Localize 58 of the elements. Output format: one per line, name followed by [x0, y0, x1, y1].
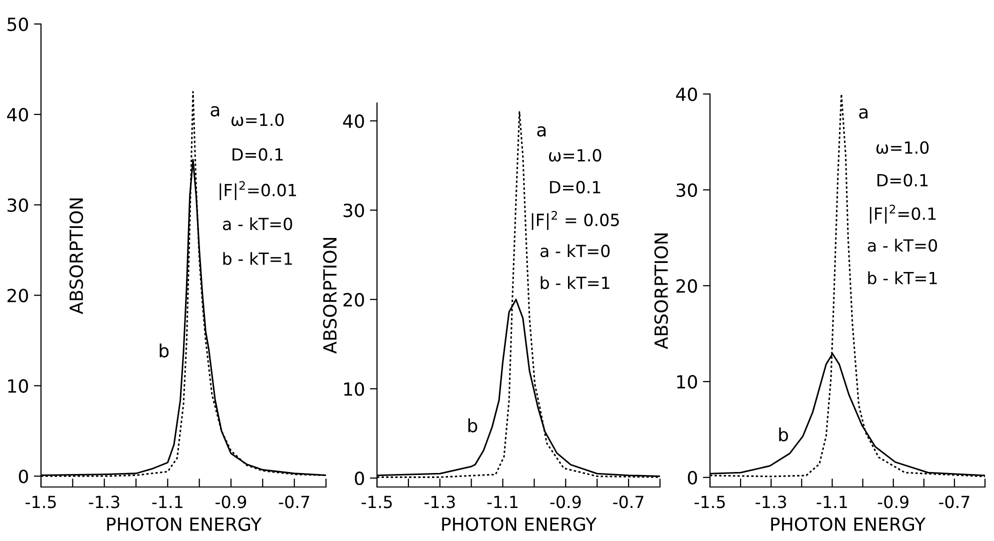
x-axis-title: PHOTON ENERGY — [771, 517, 926, 531]
y-tick-label: 30 — [8, 198, 28, 212]
x-tick-label: -0.9 — [878, 496, 908, 508]
annotation: ω=1.0 — [548, 148, 602, 162]
annotation: b - kT=1 — [868, 271, 937, 284]
y-axis-title: ABSORPTION — [654, 233, 668, 350]
x-tick-label: -1.3 — [424, 496, 455, 508]
y-tick-label: 0 — [354, 472, 364, 486]
y-tick-label: 0 — [688, 470, 697, 485]
annotation: a - kT=0 — [222, 217, 292, 230]
x-tick-label: -1.1 — [152, 496, 182, 508]
x-axis-title: PHOTON ENERGY — [107, 517, 262, 531]
y-axis-title: ABSORPTION — [69, 198, 84, 314]
x-tick-label: -0.7 — [939, 496, 970, 508]
y-tick-label: 30 — [344, 204, 364, 218]
y-tick-label: 40 — [676, 87, 697, 102]
y-tick-label: 20 — [8, 288, 28, 302]
x-tick-label: -1.5 — [26, 496, 56, 508]
x-tick-label: -0.9 — [550, 496, 581, 508]
series-label: b — [160, 344, 169, 358]
y-tick-label: 10 — [344, 382, 364, 396]
annotation: ω=1.0 — [876, 141, 929, 154]
y-tick-label: 0 — [18, 470, 28, 484]
annotation: D=0.1 — [550, 180, 600, 194]
annotation: b - kT=1 — [540, 276, 610, 290]
y-tick-label: 50 — [8, 17, 28, 32]
x-tick-label: -1.3 — [88, 496, 120, 508]
series-label: a — [537, 126, 546, 137]
series-label: a — [210, 106, 220, 117]
series-label: b — [468, 418, 478, 432]
x-tick-label: -1.3 — [756, 496, 786, 508]
x-tick-label: -1.1 — [816, 496, 847, 508]
y-tick-label: 40 — [7, 108, 28, 122]
x-axis-title: PHOTON ENERGY — [442, 517, 597, 531]
y-axis-title: ABSORPTION — [323, 238, 337, 354]
y-tick-label: 20 — [676, 279, 697, 293]
y-tick-label: 40 — [343, 114, 364, 128]
x-tick-label: -0.7 — [613, 496, 644, 508]
y-tick-label: 30 — [676, 183, 697, 197]
annotation: D=0.1 — [232, 148, 283, 161]
annotation: ω=1.0 — [231, 113, 284, 126]
y-tick-label: 10 — [677, 375, 697, 389]
annotation: a - kT=0 — [540, 244, 610, 258]
annotation: |F|$^{2}$=0.01 — [220, 181, 296, 200]
y-tick-label: 10 — [8, 379, 28, 393]
annotation: |F|$^{2}$ = 0.05 — [532, 210, 619, 230]
series-label: a — [859, 108, 868, 119]
x-tick-label: -1.5 — [694, 496, 725, 508]
x-tick-label: -1.1 — [487, 496, 518, 508]
annotation: D=0.1 — [877, 174, 928, 186]
x-tick-label: -1.5 — [362, 496, 392, 508]
series-label: b — [779, 427, 788, 442]
x-tick-label: -0.9 — [216, 496, 246, 508]
x-tick-label: -0.7 — [278, 496, 310, 508]
annotation: a - kT=0 — [868, 238, 938, 252]
annotation: b - kT=1 — [223, 252, 292, 265]
y-tick-label: 20 — [344, 292, 364, 307]
annotation: |F|$^{2}$=0.1 — [870, 204, 936, 224]
